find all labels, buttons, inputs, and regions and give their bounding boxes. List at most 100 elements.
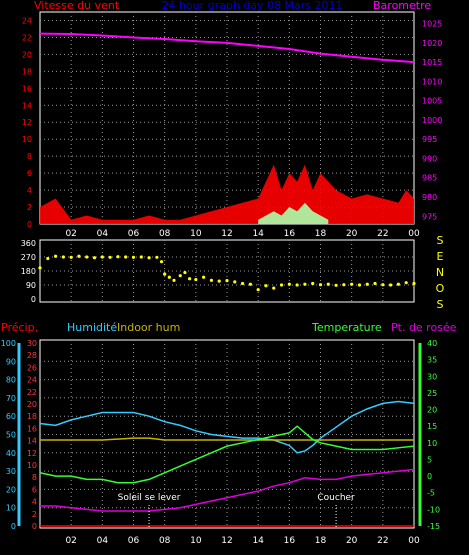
wind-direction-point	[46, 256, 50, 261]
direction-letter: E	[437, 250, 444, 263]
wind-direction-point	[279, 283, 284, 287]
wind-speed-tick-label: 6	[27, 169, 32, 178]
precip-tick-label: 12	[27, 449, 37, 458]
wind-speed-tick-label: 22	[22, 33, 32, 42]
humidity-tick-label: 100	[1, 339, 16, 348]
wind-direction-point	[167, 275, 171, 279]
precip-tick-label: 30	[27, 339, 37, 348]
wind-speed-tick-label: 4	[27, 186, 32, 195]
wind-direction-point	[389, 283, 393, 287]
time-tick-label: 02	[65, 536, 76, 546]
wind-direction-point	[188, 277, 192, 281]
time-tick-label: 12	[221, 229, 232, 239]
time-tick-label: 06	[128, 229, 140, 239]
time-tick-label: 18	[315, 536, 327, 546]
humidity-temperature-panel: 0102030405060708090100024681012141618202…	[1, 339, 440, 546]
barometer-tick-label: 1000	[422, 116, 442, 125]
wind-gust-area	[258, 202, 329, 224]
time-tick-label: 16	[284, 229, 296, 239]
wind-direction-point	[108, 255, 112, 259]
wind-direction-point	[334, 283, 338, 287]
sunset-label: Coucher	[317, 493, 355, 503]
precip-tick-label: 16	[27, 424, 37, 433]
time-tick-label: 02	[65, 229, 76, 239]
barometer-tick-label: 1020	[422, 39, 442, 48]
precip-tick-label: 28	[27, 351, 37, 360]
wind-direction-point	[350, 282, 354, 286]
wind-direction-point	[100, 255, 104, 259]
sunrise-label: Soleil se lever	[118, 493, 181, 503]
direction-tick-label: 360	[21, 239, 36, 248]
direction-letter: N	[436, 266, 444, 279]
indoor-humidity-line	[40, 437, 414, 441]
humidity-tick-label: 50	[6, 431, 16, 440]
humidity-tick-label: 70	[6, 394, 16, 403]
wind-direction-point	[412, 281, 416, 286]
dew-point-legend: Pt. de rosée	[391, 321, 457, 334]
wind-direction-point	[365, 282, 369, 286]
barometer-line	[39, 32, 415, 64]
direction-tick-label: 180	[21, 267, 36, 276]
time-tick-label: 14	[252, 229, 264, 239]
wind-direction-point	[248, 282, 252, 286]
wind-speed-tick-label: 12	[22, 118, 32, 127]
time-tick-label: 16	[284, 536, 296, 546]
wind-speed-tick-label: 14	[22, 101, 32, 110]
wind-direction-point	[53, 254, 58, 258]
wind-direction-point	[131, 255, 136, 259]
wind-direction-point	[264, 284, 268, 288]
humidity-legend: Humidité	[67, 321, 117, 334]
time-tick-label: 20	[346, 229, 358, 239]
temperature-legend: Temperature	[311, 321, 382, 334]
wind-direction-point	[69, 255, 73, 259]
wind-direction-point	[77, 254, 81, 258]
temperature-line	[39, 425, 415, 484]
wind-direction-point	[287, 282, 291, 286]
temperature-tick-label: 0	[427, 472, 432, 481]
time-tick-label: 12	[221, 536, 232, 546]
wind-direction-point	[342, 283, 346, 287]
time-tick-label: 08	[159, 229, 171, 239]
wind-direction-point	[373, 281, 377, 286]
wind-speed-tick-label: 18	[22, 67, 32, 76]
direction-letter: S	[437, 298, 444, 311]
barometer-tick-label: 995	[422, 135, 437, 144]
temperature-tick-label: 15	[427, 422, 437, 431]
precip-tick-label: 14	[27, 437, 37, 446]
precip-tick-label: 10	[27, 461, 37, 470]
precip-tick-label: 20	[27, 400, 37, 409]
temperature-tick-label: 30	[427, 372, 437, 381]
humidity-tick-label: 80	[6, 376, 16, 385]
time-tick-label: 14	[252, 536, 264, 546]
temperature-tick-label: 20	[427, 406, 437, 415]
wind-direction-point	[163, 272, 167, 276]
time-tick-label: 18	[315, 229, 327, 239]
wind-direction-point	[209, 278, 214, 282]
direction-letter: S	[437, 234, 444, 247]
wind-direction-point	[155, 255, 159, 259]
wind-direction-point	[233, 280, 237, 284]
barometer-axis-title: Barometre	[373, 0, 431, 12]
precip-tick-label: 18	[27, 412, 37, 421]
time-tick-label: 22	[377, 536, 388, 546]
wind-direction-point	[256, 288, 260, 292]
barometer-tick-label: 985	[422, 174, 437, 183]
precip-tick-label: 0	[32, 522, 37, 531]
precip-tick-label: 4	[32, 498, 37, 507]
temperature-tick-label: -5	[427, 489, 435, 498]
humidity-tick-label: 0	[11, 522, 16, 531]
wind-direction-point	[159, 260, 164, 264]
wind-speed-axis-title: Vitesse du vent	[34, 0, 120, 12]
barometer-tick-label: 1005	[422, 97, 442, 106]
wind-direction-point	[147, 256, 151, 260]
wind-speed-tick-label: 20	[22, 50, 32, 59]
barometer-tick-label: 975	[422, 212, 437, 221]
precip-tick-label: 2	[32, 510, 37, 519]
temperature-tick-label: 5	[427, 455, 432, 464]
precip-legend: Précip.	[1, 321, 38, 334]
wind-direction-panel: 0 90 180 270 360	[21, 239, 416, 304]
time-tick-label: 22	[377, 229, 388, 239]
humidity-tick-label: 10	[6, 504, 16, 513]
